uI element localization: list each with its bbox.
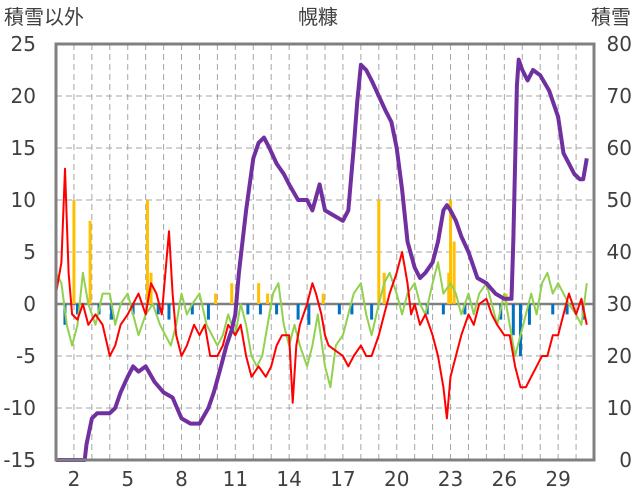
x-tick-label: 26 [492,467,517,491]
bar [275,304,279,315]
bar [518,304,522,356]
right-tick-label: 40 [607,240,632,264]
right-tick-label: 50 [607,188,632,212]
bar [452,241,456,304]
right-tick-label: 10 [607,396,632,420]
series-line [56,57,589,462]
x-tick-label: 11 [223,467,248,491]
bar [88,220,92,304]
gridlines [56,44,594,460]
left-tick-label: 20 [11,84,36,108]
bar [511,304,515,336]
right-tick-label: 70 [607,84,632,108]
bar [551,304,555,315]
bar [214,293,218,304]
bar [145,200,149,304]
bar [110,304,114,320]
x-tick-label: 29 [545,467,570,491]
left-tick-label: 0 [23,292,36,316]
right-tick-label: 80 [607,32,632,56]
x-tick-label: 14 [276,467,301,491]
bar [307,304,311,325]
bar [246,304,250,315]
bar [447,272,451,304]
bar [131,304,135,315]
bar [337,304,341,315]
x-tick-label: 2 [68,467,81,491]
x-tick-label: 20 [384,467,409,491]
left-tick-label: 10 [11,188,36,212]
bar [76,304,80,315]
x-tick-label: 5 [121,467,134,491]
right-axis-label: 積雪 [591,5,631,29]
x-tick-label: 23 [438,467,463,491]
bar-series [63,200,585,356]
left-axis-label: 積雪以外 [4,5,84,29]
left-tick-label: -15 [3,448,36,472]
bar [377,200,381,304]
bar [190,304,194,315]
bar [257,283,261,304]
right-tick-label: 60 [607,136,632,160]
right-tick-label: 0 [619,448,632,472]
bar [266,293,270,304]
bar [441,304,445,315]
plot-frame [54,42,596,462]
x-tick-label: 17 [330,467,355,491]
chart-title: 幌糠 [298,5,338,29]
bar [156,304,160,315]
bar [230,283,234,304]
left-tick-label: 15 [11,136,36,160]
bar [382,272,386,304]
bar [565,304,569,315]
series-line [55,167,588,420]
left-tick-label: -10 [3,396,36,420]
right-tick-label: 20 [607,344,632,368]
left-tick-label: 25 [11,32,36,56]
bar [350,304,354,315]
left-tick-label: 5 [23,240,36,264]
bar [321,293,325,304]
bar [449,200,453,304]
bar [206,304,210,320]
right-tick-label: 30 [607,292,632,316]
bar [72,200,76,304]
bar [167,304,171,320]
bar [258,304,262,315]
left-tick-label: -5 [16,344,36,368]
x-tick-label: 8 [175,467,188,491]
bar [296,304,300,320]
line-series [55,57,589,462]
bar [527,304,531,325]
bar [370,304,374,320]
bar [463,304,467,315]
